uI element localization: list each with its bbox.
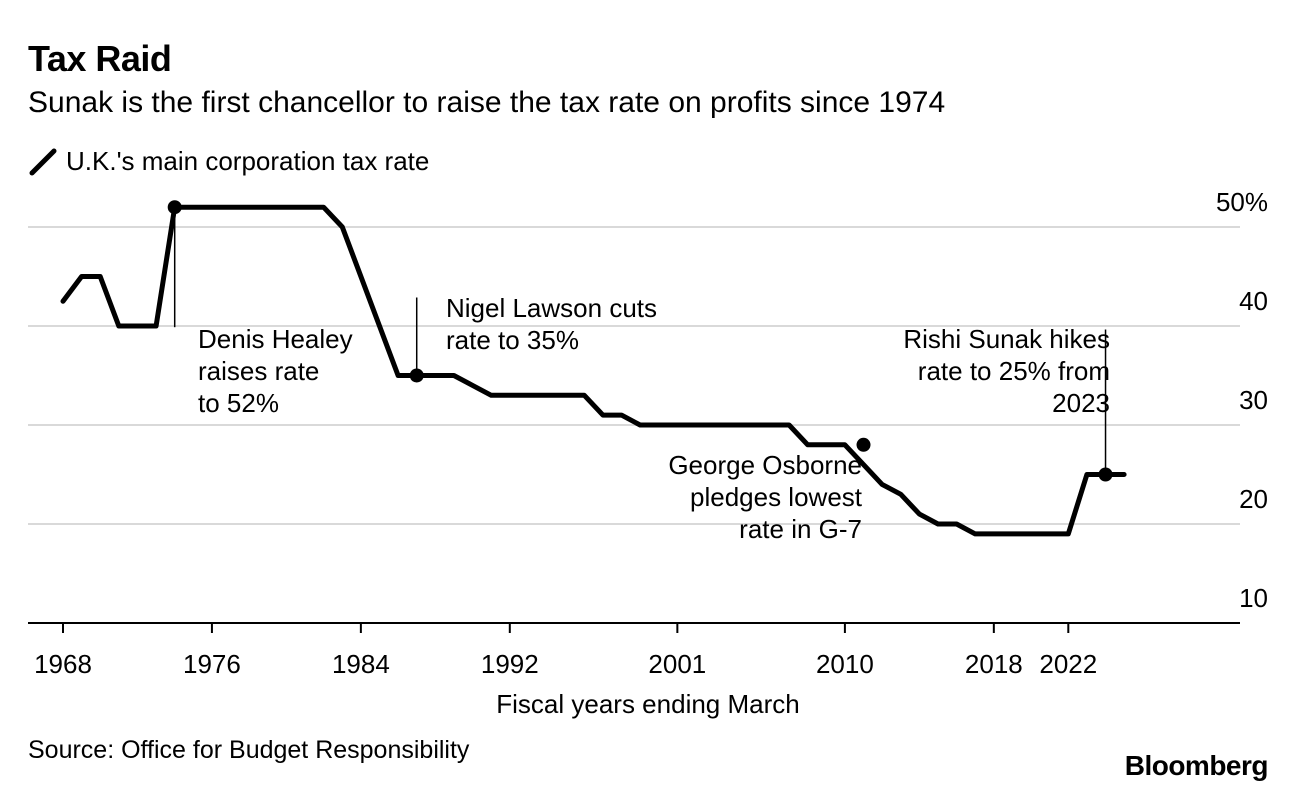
x-tick-label-2010: 2010 xyxy=(816,649,874,679)
chart-subtitle: Sunak is the first chancellor to raise t… xyxy=(28,86,946,119)
x-tick-label-2018: 2018 xyxy=(965,649,1023,679)
annotation-label-sunak-2: 2023 xyxy=(1052,388,1110,418)
annotation-label-sunak-0: Rishi Sunak hikes xyxy=(903,324,1110,354)
annotation-marker-osborne xyxy=(856,437,871,452)
series-line-0 xyxy=(60,204,1127,537)
legend-label: U.K.'s main corporation tax rate xyxy=(66,146,430,176)
annotation-label-osborne-1: pledges lowest xyxy=(690,482,863,512)
annotation-label-sunak-1: rate to 25% from xyxy=(918,356,1110,386)
annotation-label-osborne-0: George Osborne xyxy=(668,450,862,480)
annotation-label-osborne-2: rate in G-7 xyxy=(739,514,862,544)
legend: U.K.'s main corporation tax rate xyxy=(28,146,429,177)
y-tick-label-20: 20 xyxy=(1239,484,1268,514)
y-tick-label-10: 10 xyxy=(1239,583,1268,613)
x-axis-title: Fiscal years ending March xyxy=(496,689,799,719)
chart-title: Tax Raid xyxy=(28,38,172,79)
x-tick-label-2022: 2022 xyxy=(1039,649,1097,679)
x-tick-label-1976: 1976 xyxy=(183,649,241,679)
annotation-marker-sunak xyxy=(1098,467,1113,482)
bloomberg-logo: Bloomberg xyxy=(1124,750,1269,781)
annotation-marker-healey xyxy=(167,200,182,215)
x-tick-label-1968: 1968 xyxy=(34,649,92,679)
x-tick-label-1984: 1984 xyxy=(332,649,390,679)
annotation-label-healey-1: raises rate xyxy=(198,356,319,386)
annotation-label-lawson-1: rate to 35% xyxy=(446,325,579,355)
y-tick-label-30: 30 xyxy=(1239,385,1268,415)
annotation-label-healey-2: to 52% xyxy=(198,388,279,418)
legend-line-icon xyxy=(29,148,57,175)
annotation-marker-lawson xyxy=(409,368,424,383)
y-tick-label-40: 40 xyxy=(1239,286,1268,316)
annotation-label-healey-0: Denis Healey xyxy=(198,324,353,354)
annotation-label-lawson-0: Nigel Lawson cuts xyxy=(446,293,657,323)
x-tick-label-1992: 1992 xyxy=(481,649,539,679)
y-tick-label-50: 50% xyxy=(1216,187,1268,217)
source-note: Source: Office for Budget Responsibility xyxy=(28,736,470,764)
x-tick-label-2001: 2001 xyxy=(648,649,706,679)
